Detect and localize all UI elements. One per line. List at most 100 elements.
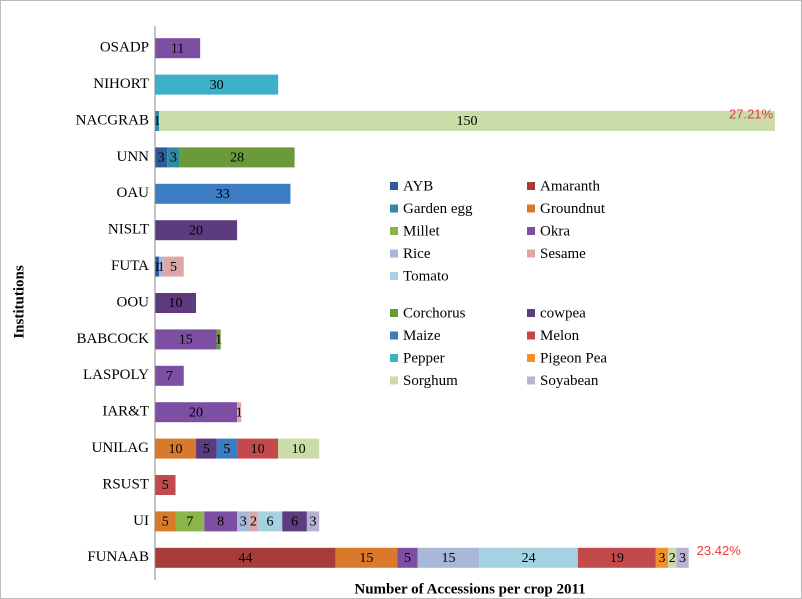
segment-label: 1	[215, 333, 222, 348]
legend-swatch	[527, 204, 535, 213]
legend-label: Maize	[403, 328, 441, 344]
segment-label: 6	[266, 515, 273, 530]
segment-label: 3	[170, 151, 177, 166]
segment-label: 20	[189, 223, 203, 238]
segment-label: 15	[359, 551, 373, 566]
bar-segment	[249, 511, 258, 532]
y-tick-label: NIHORT	[93, 76, 149, 92]
bar-segment	[155, 111, 160, 131]
y-tick-label: OAU	[117, 185, 150, 201]
segment-label: 3	[158, 151, 165, 166]
segment-label: 10	[169, 442, 183, 457]
segment-label: 11	[171, 41, 184, 56]
bar-segment	[155, 402, 238, 423]
segment-label: 10	[169, 296, 183, 311]
y-tick-label: UI	[133, 513, 149, 529]
legend-swatch	[390, 309, 398, 317]
bar-segment	[237, 511, 250, 532]
segment-label: 5	[223, 442, 230, 457]
annotation: 27.21%	[729, 106, 774, 121]
segment-label: 19	[610, 551, 624, 566]
legend-swatch	[390, 354, 398, 362]
legend-label: AYB	[403, 178, 433, 194]
bar-segment	[577, 547, 656, 568]
bar-segment	[159, 256, 164, 277]
segment-label: 2	[669, 551, 676, 566]
legend-label: Amaranth	[540, 178, 600, 194]
bar-segment	[155, 511, 176, 532]
legend-label: Tomato	[403, 268, 449, 284]
legend-label: Corchorus	[403, 305, 466, 321]
bar-segment	[155, 293, 197, 313]
bar-segment	[155, 183, 291, 204]
segment-label: 3	[310, 515, 317, 530]
legend-label: cowpea	[540, 305, 586, 321]
bar-segment	[216, 329, 221, 350]
legend-label: Sorghum	[403, 373, 458, 389]
bar-segment	[282, 511, 307, 532]
y-tick-label: UNILAG	[92, 440, 150, 456]
bar-segment	[676, 547, 689, 568]
legend-label: Soyabean	[540, 373, 599, 389]
y-tick-label: OSADP	[100, 40, 149, 56]
bar-segment	[397, 547, 418, 568]
legend-label: Okra	[540, 223, 570, 239]
segment-label: 5	[203, 442, 210, 457]
legend-label: Garden egg	[403, 201, 473, 217]
segment-label: 30	[210, 78, 224, 93]
segment-label: 15	[442, 551, 456, 566]
bar-segment	[155, 220, 238, 241]
segment-label: 10	[292, 442, 306, 457]
legend-swatch	[390, 376, 398, 385]
segment-label: 3	[659, 551, 666, 566]
bar-segment	[155, 147, 168, 168]
y-tick-label: LASPOLY	[83, 367, 149, 383]
legend-swatch	[527, 249, 535, 258]
legend-swatch	[527, 376, 535, 385]
segment-label: 150	[457, 114, 478, 129]
legend-swatch	[527, 309, 535, 317]
bar-segment	[155, 256, 160, 277]
legend-swatch	[527, 354, 535, 362]
legend-label: Sesame	[540, 246, 586, 262]
bar-segment	[417, 547, 480, 568]
legend-swatch	[390, 272, 398, 280]
bar-segment	[237, 438, 279, 459]
segment-label: 5	[162, 515, 169, 530]
x-axis-title: Number of Accessions per crop 2011	[354, 581, 585, 597]
segment-label: 8	[217, 515, 224, 530]
y-tick-label: UNN	[117, 149, 150, 165]
bar-segment	[167, 147, 180, 168]
legend-swatch	[527, 227, 535, 235]
y-tick-label: IAR&T	[102, 404, 149, 420]
legend-label: Pepper	[403, 350, 445, 366]
segment-label: 5	[162, 478, 169, 493]
legend-label: Melon	[540, 328, 580, 344]
bar-segment	[155, 329, 217, 350]
legend-swatch	[390, 182, 398, 190]
segment-label: 6	[291, 515, 298, 530]
y-tick-label: FUNAAB	[87, 549, 149, 565]
bar-segment	[155, 38, 201, 59]
legend-swatch	[390, 227, 398, 235]
bar-segment	[204, 511, 238, 532]
bar-segment	[179, 147, 295, 168]
segment-label: 10	[251, 442, 265, 457]
segment-label: 15	[179, 333, 193, 348]
segment-label: 24	[522, 551, 536, 566]
segment-label: 5	[170, 260, 177, 275]
bar-segment	[155, 438, 197, 459]
segment-label: 7	[186, 515, 193, 530]
legend-swatch	[527, 331, 535, 340]
segment-label: 44	[238, 551, 252, 566]
bar-segment	[175, 511, 205, 532]
bar-segment	[155, 547, 336, 568]
segment-label: 1	[158, 260, 165, 275]
bar-segment	[163, 256, 184, 277]
segment-label: 1	[154, 114, 161, 129]
segment-label: 3	[679, 551, 686, 566]
segment-label: 1	[236, 405, 243, 420]
legend-swatch	[390, 204, 398, 213]
